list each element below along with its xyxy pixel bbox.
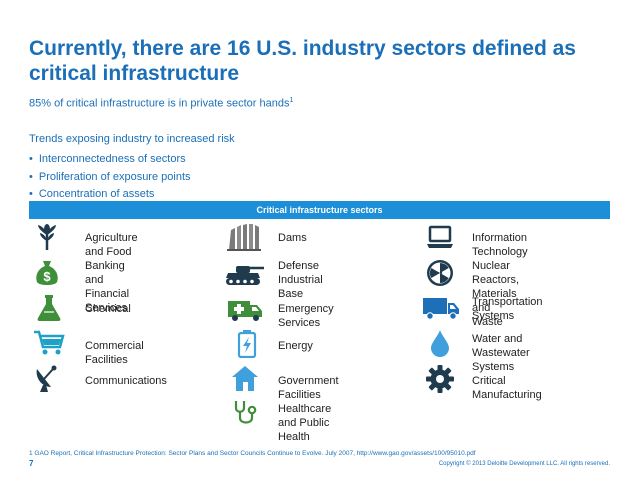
dam-icon bbox=[226, 222, 262, 252]
sector-label: Nuclear Reactors, Materials and Waste bbox=[472, 260, 520, 328]
bullet-icon: • bbox=[29, 153, 33, 165]
building-icon bbox=[230, 363, 260, 393]
list-item: • Interconnectedness of sectors bbox=[29, 151, 191, 169]
svg-text:$: $ bbox=[43, 269, 51, 284]
sector-label: Information Technology bbox=[472, 232, 528, 258]
sector-label: Dams bbox=[278, 232, 307, 244]
bullet-text: Interconnectedness of sectors bbox=[38, 153, 186, 165]
sectors-header-bar: Critical infrastructure sectors bbox=[29, 201, 610, 219]
flask-icon bbox=[34, 292, 64, 322]
satellite-dish-icon bbox=[33, 363, 63, 393]
footnote: 1 GAO Report, Critical Infrastructure Pr… bbox=[29, 450, 476, 457]
sector-label: Defense Industrial Base bbox=[278, 260, 323, 300]
list-item: • Concentration of assets bbox=[29, 186, 191, 204]
bullet-text: Proliferation of exposure points bbox=[38, 170, 191, 183]
sector-label: Communications bbox=[85, 375, 167, 387]
sector-label: Chemical bbox=[85, 303, 131, 315]
page-number: 7 bbox=[29, 459, 34, 468]
list-item: • Proliferation of exposure points bbox=[29, 169, 191, 187]
private-sector-stat-text: 85% of critical infrastructure is in pri… bbox=[29, 97, 290, 110]
sector-label: Emergency Services bbox=[278, 303, 334, 329]
private-sector-stat: 85% of critical infrastructure is in pri… bbox=[29, 97, 293, 110]
sector-label: Banking and Financial Services bbox=[85, 260, 130, 314]
bullet-text: Concentration of assets bbox=[38, 188, 155, 200]
sector-label: Agriculture and Food bbox=[85, 232, 138, 258]
sector-label: Commercial Facilities bbox=[85, 340, 144, 366]
copyright: Copyright © 2013 Deloitte Development LL… bbox=[438, 461, 610, 467]
stethoscope-icon bbox=[230, 398, 260, 428]
money-bag-icon: $ bbox=[32, 257, 62, 287]
ambulance-icon bbox=[226, 293, 264, 323]
water-drop-icon bbox=[425, 328, 455, 358]
footnote-ref: 1 bbox=[289, 97, 294, 104]
bullet-icon: • bbox=[29, 188, 33, 200]
sector-label: Healthcare and Public Health bbox=[278, 403, 332, 443]
trends-list: • Interconnectedness of sectors • Prolifer… bbox=[29, 151, 191, 204]
shopping-cart-icon bbox=[32, 327, 66, 357]
sector-label: Transportation Systems bbox=[472, 296, 543, 322]
gear-icon bbox=[425, 364, 455, 394]
sector-label: Water and Wastewater Systems bbox=[472, 333, 530, 373]
laptop-icon bbox=[425, 222, 455, 252]
page-title: Currently, there are 16 U.S. industry se… bbox=[29, 37, 576, 85]
footnote-link[interactable]: http://www.gao.gov/assets/100/95010.pdf bbox=[356, 450, 476, 457]
sector-label: Critical Manufacturing bbox=[472, 375, 542, 401]
tank-icon bbox=[222, 258, 266, 288]
footnote-text: 1 GAO Report, Critical Infrastructure Pr… bbox=[29, 450, 357, 457]
sector-label: Energy bbox=[278, 340, 313, 352]
truck-icon bbox=[421, 292, 461, 322]
sector-label: Government Facilities bbox=[278, 375, 339, 401]
radiation-icon bbox=[425, 258, 455, 288]
trends-heading: Trends exposing industry to increased ri… bbox=[29, 133, 235, 145]
wheat-icon bbox=[32, 222, 62, 252]
battery-icon bbox=[232, 328, 262, 358]
bullet-icon: • bbox=[29, 170, 33, 183]
